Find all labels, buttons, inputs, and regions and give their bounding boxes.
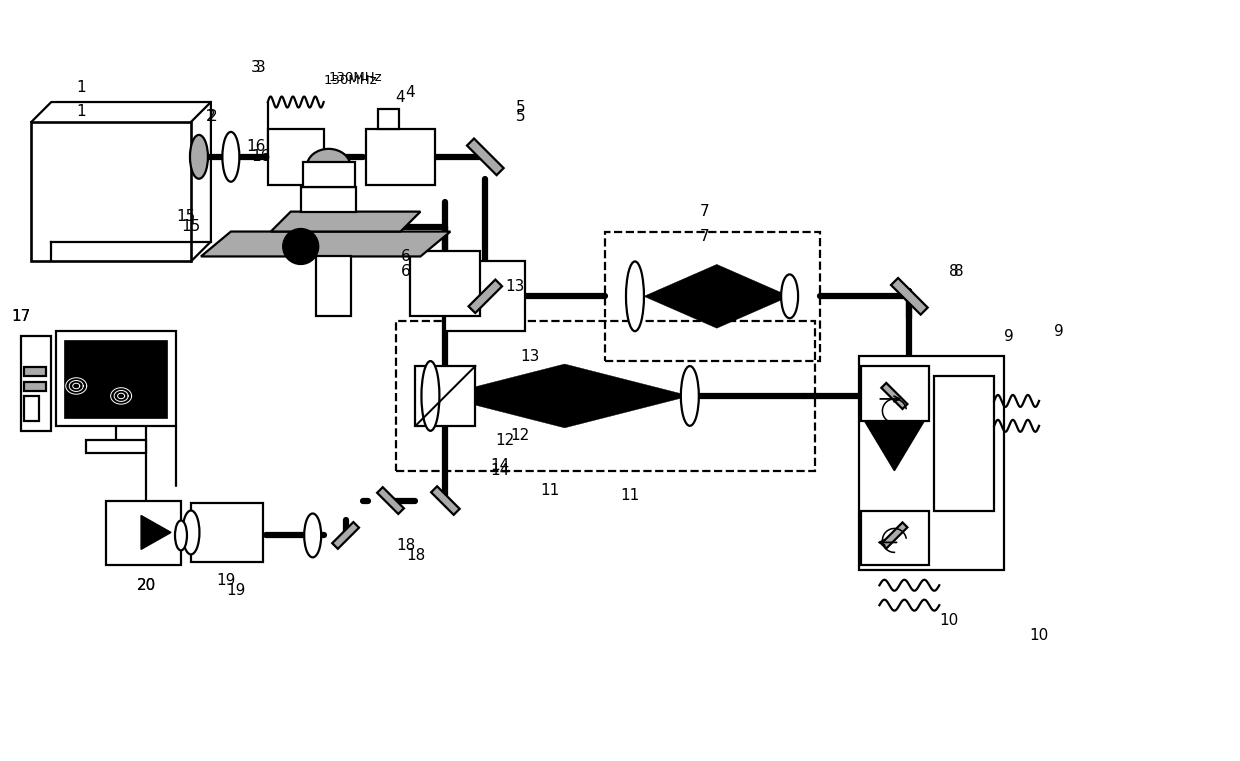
Text: 20: 20 [136,578,156,593]
Polygon shape [859,356,1004,570]
Text: 5: 5 [516,110,525,125]
Text: 16: 16 [252,149,270,164]
Text: 1: 1 [77,104,86,119]
Polygon shape [191,502,263,562]
Polygon shape [445,262,526,331]
Text: 9: 9 [1004,329,1014,344]
Polygon shape [316,256,351,317]
Polygon shape [892,278,928,314]
Polygon shape [415,366,475,426]
Ellipse shape [681,366,699,426]
Polygon shape [31,122,191,262]
Text: 130MHz: 130MHz [329,71,382,84]
Text: 15: 15 [176,209,196,224]
Text: 11: 11 [620,488,640,503]
Text: 20: 20 [136,578,156,593]
Polygon shape [882,522,908,549]
Ellipse shape [781,275,799,318]
Text: 5: 5 [516,100,525,114]
Polygon shape [270,212,420,231]
Text: 2: 2 [208,110,218,125]
Text: 4: 4 [396,90,405,104]
Text: 13: 13 [506,279,525,294]
Text: 19: 19 [216,573,236,587]
Polygon shape [25,367,46,376]
Text: 9: 9 [1054,323,1064,339]
Polygon shape [469,279,502,313]
Text: 11: 11 [541,483,559,498]
Polygon shape [332,522,360,549]
Text: 13: 13 [521,349,539,364]
Polygon shape [862,511,929,565]
Polygon shape [87,440,146,453]
Text: 14: 14 [491,463,510,478]
Ellipse shape [182,511,200,554]
Polygon shape [268,129,324,185]
Text: 3: 3 [250,59,260,75]
Polygon shape [439,364,689,428]
Text: 7: 7 [701,229,709,244]
Text: 12: 12 [511,428,529,444]
Polygon shape [467,139,503,175]
Text: 7: 7 [701,204,709,219]
Text: 8: 8 [950,264,959,279]
Text: 6: 6 [401,264,410,279]
Ellipse shape [222,132,239,182]
Text: 2: 2 [206,110,216,125]
Text: 18: 18 [405,548,425,563]
Polygon shape [377,109,399,129]
Polygon shape [56,331,176,426]
Text: 3: 3 [255,59,265,75]
Text: 19: 19 [226,583,246,597]
Polygon shape [410,251,480,317]
Polygon shape [25,396,40,421]
Ellipse shape [304,514,321,557]
Polygon shape [644,264,790,328]
Polygon shape [301,186,356,212]
Text: 10: 10 [1029,628,1049,642]
Circle shape [283,228,319,264]
Polygon shape [25,382,46,391]
Text: 16: 16 [246,139,265,154]
Ellipse shape [626,262,644,331]
Text: 4: 4 [405,84,415,100]
Polygon shape [21,336,51,431]
Polygon shape [303,162,355,186]
Text: 14: 14 [491,458,510,473]
Text: 8: 8 [955,264,963,279]
Text: 18: 18 [396,538,415,553]
Polygon shape [864,421,924,470]
Polygon shape [377,487,404,514]
Text: 6: 6 [401,249,410,264]
Ellipse shape [190,135,208,179]
Ellipse shape [175,521,187,550]
Text: 15: 15 [181,219,201,234]
Ellipse shape [306,149,351,185]
Text: 10: 10 [940,613,959,628]
Text: 17: 17 [11,309,31,323]
Polygon shape [432,486,460,515]
Polygon shape [141,515,171,549]
Bar [64,340,167,418]
Polygon shape [882,383,908,409]
Polygon shape [201,231,450,256]
Ellipse shape [422,361,439,431]
Text: 17: 17 [11,309,31,323]
Text: 130MHz: 130MHz [324,74,377,87]
Text: 12: 12 [496,433,515,448]
Polygon shape [107,501,181,565]
Polygon shape [366,129,435,185]
Polygon shape [934,376,994,511]
Polygon shape [862,366,929,421]
Text: 1: 1 [77,80,86,94]
